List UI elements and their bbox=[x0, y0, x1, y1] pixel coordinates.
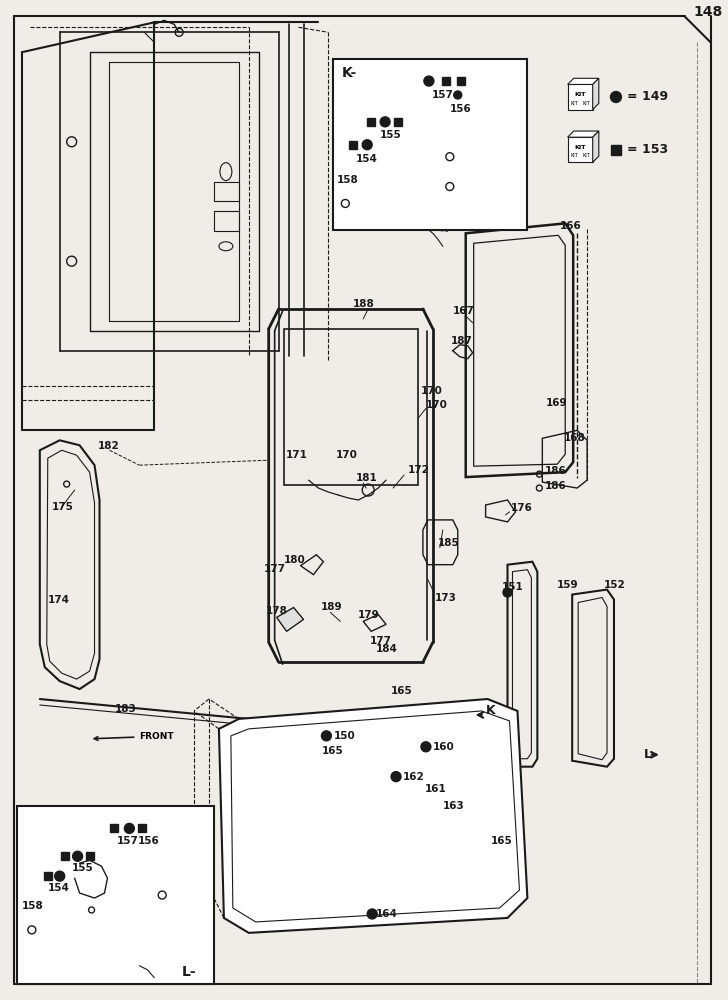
Text: 160: 160 bbox=[433, 742, 454, 752]
Circle shape bbox=[73, 851, 82, 861]
Text: 179: 179 bbox=[358, 610, 380, 620]
Text: 170: 170 bbox=[426, 400, 448, 410]
Bar bbox=[44, 872, 52, 880]
Circle shape bbox=[55, 871, 65, 881]
Text: KIT: KIT bbox=[570, 101, 578, 106]
Circle shape bbox=[380, 117, 390, 127]
Text: 188: 188 bbox=[353, 299, 375, 309]
Text: 185: 185 bbox=[438, 538, 459, 548]
Text: 169: 169 bbox=[545, 398, 567, 408]
Text: 167: 167 bbox=[453, 306, 475, 316]
Text: 186: 186 bbox=[545, 466, 566, 476]
Bar bbox=[17, 806, 214, 984]
Text: 163: 163 bbox=[443, 801, 464, 811]
Text: 183: 183 bbox=[114, 704, 136, 714]
Text: 157: 157 bbox=[116, 836, 138, 846]
Bar bbox=[111, 824, 119, 832]
Text: 165: 165 bbox=[491, 836, 513, 846]
Bar bbox=[86, 852, 93, 860]
Bar bbox=[333, 59, 527, 230]
Text: 155: 155 bbox=[71, 863, 93, 873]
Polygon shape bbox=[568, 78, 599, 84]
Text: 166: 166 bbox=[561, 221, 582, 231]
Text: KIT: KIT bbox=[570, 153, 578, 158]
Circle shape bbox=[454, 91, 462, 99]
Text: = 149: = 149 bbox=[627, 90, 668, 103]
Circle shape bbox=[611, 92, 622, 102]
Text: 159: 159 bbox=[557, 580, 579, 590]
Text: 148: 148 bbox=[694, 5, 723, 19]
Text: 182: 182 bbox=[98, 441, 119, 451]
Text: 161: 161 bbox=[425, 784, 447, 794]
Text: 189: 189 bbox=[320, 602, 342, 612]
Polygon shape bbox=[568, 137, 593, 162]
Text: 186: 186 bbox=[545, 481, 566, 491]
Text: 156: 156 bbox=[450, 104, 472, 114]
Text: 154: 154 bbox=[356, 154, 378, 164]
Text: 173: 173 bbox=[435, 593, 456, 603]
Bar bbox=[456, 77, 464, 85]
Text: 154: 154 bbox=[48, 883, 70, 893]
Text: 162: 162 bbox=[403, 772, 424, 782]
Text: 152: 152 bbox=[604, 580, 626, 590]
Text: 176: 176 bbox=[510, 503, 532, 513]
Text: K-: K- bbox=[341, 66, 357, 80]
Text: 171: 171 bbox=[285, 450, 307, 460]
Circle shape bbox=[322, 731, 331, 741]
Text: L-: L- bbox=[182, 965, 197, 979]
Text: 170: 170 bbox=[421, 386, 443, 396]
Text: KIT: KIT bbox=[582, 101, 590, 106]
Text: 175: 175 bbox=[52, 502, 74, 512]
Text: 165: 165 bbox=[322, 746, 343, 756]
Text: 150: 150 bbox=[333, 731, 355, 741]
Polygon shape bbox=[568, 131, 599, 137]
Circle shape bbox=[367, 909, 377, 919]
Polygon shape bbox=[593, 78, 599, 110]
Bar bbox=[60, 852, 68, 860]
Bar bbox=[442, 77, 450, 85]
Text: 158: 158 bbox=[336, 175, 358, 185]
Text: KIT: KIT bbox=[574, 92, 586, 97]
Circle shape bbox=[391, 772, 401, 782]
Text: 155: 155 bbox=[380, 130, 402, 140]
Text: 151: 151 bbox=[502, 582, 523, 592]
Text: KIT: KIT bbox=[574, 145, 586, 150]
Polygon shape bbox=[277, 607, 304, 631]
Bar bbox=[611, 145, 621, 155]
Text: 178: 178 bbox=[266, 606, 288, 616]
Bar bbox=[349, 141, 357, 149]
Text: 184: 184 bbox=[376, 644, 398, 654]
Text: 165: 165 bbox=[391, 686, 413, 696]
Text: 180: 180 bbox=[284, 555, 305, 565]
Text: K: K bbox=[486, 704, 495, 717]
Text: FRONT: FRONT bbox=[94, 732, 174, 741]
Text: 158: 158 bbox=[22, 901, 44, 911]
Polygon shape bbox=[568, 84, 593, 110]
Circle shape bbox=[424, 76, 434, 86]
Bar bbox=[284, 329, 418, 485]
Text: 172: 172 bbox=[408, 465, 430, 475]
Polygon shape bbox=[219, 699, 527, 933]
Circle shape bbox=[124, 823, 135, 833]
Text: 177: 177 bbox=[264, 564, 285, 574]
Text: 156: 156 bbox=[138, 836, 159, 846]
Text: 174: 174 bbox=[48, 595, 70, 605]
Text: L: L bbox=[644, 748, 652, 761]
Polygon shape bbox=[593, 131, 599, 162]
Bar bbox=[367, 118, 375, 126]
Bar bbox=[394, 118, 402, 126]
Text: 181: 181 bbox=[356, 473, 378, 483]
Text: 170: 170 bbox=[336, 450, 357, 460]
Text: 157: 157 bbox=[432, 90, 454, 100]
Circle shape bbox=[421, 742, 431, 752]
Text: 168: 168 bbox=[564, 433, 586, 443]
Circle shape bbox=[503, 588, 512, 597]
Text: KIT: KIT bbox=[582, 153, 590, 158]
Bar bbox=[138, 824, 146, 832]
Text: 164: 164 bbox=[376, 909, 398, 919]
Text: 187: 187 bbox=[451, 336, 472, 346]
Circle shape bbox=[363, 140, 372, 150]
Text: = 153: = 153 bbox=[627, 143, 668, 156]
Text: 177: 177 bbox=[370, 636, 392, 646]
